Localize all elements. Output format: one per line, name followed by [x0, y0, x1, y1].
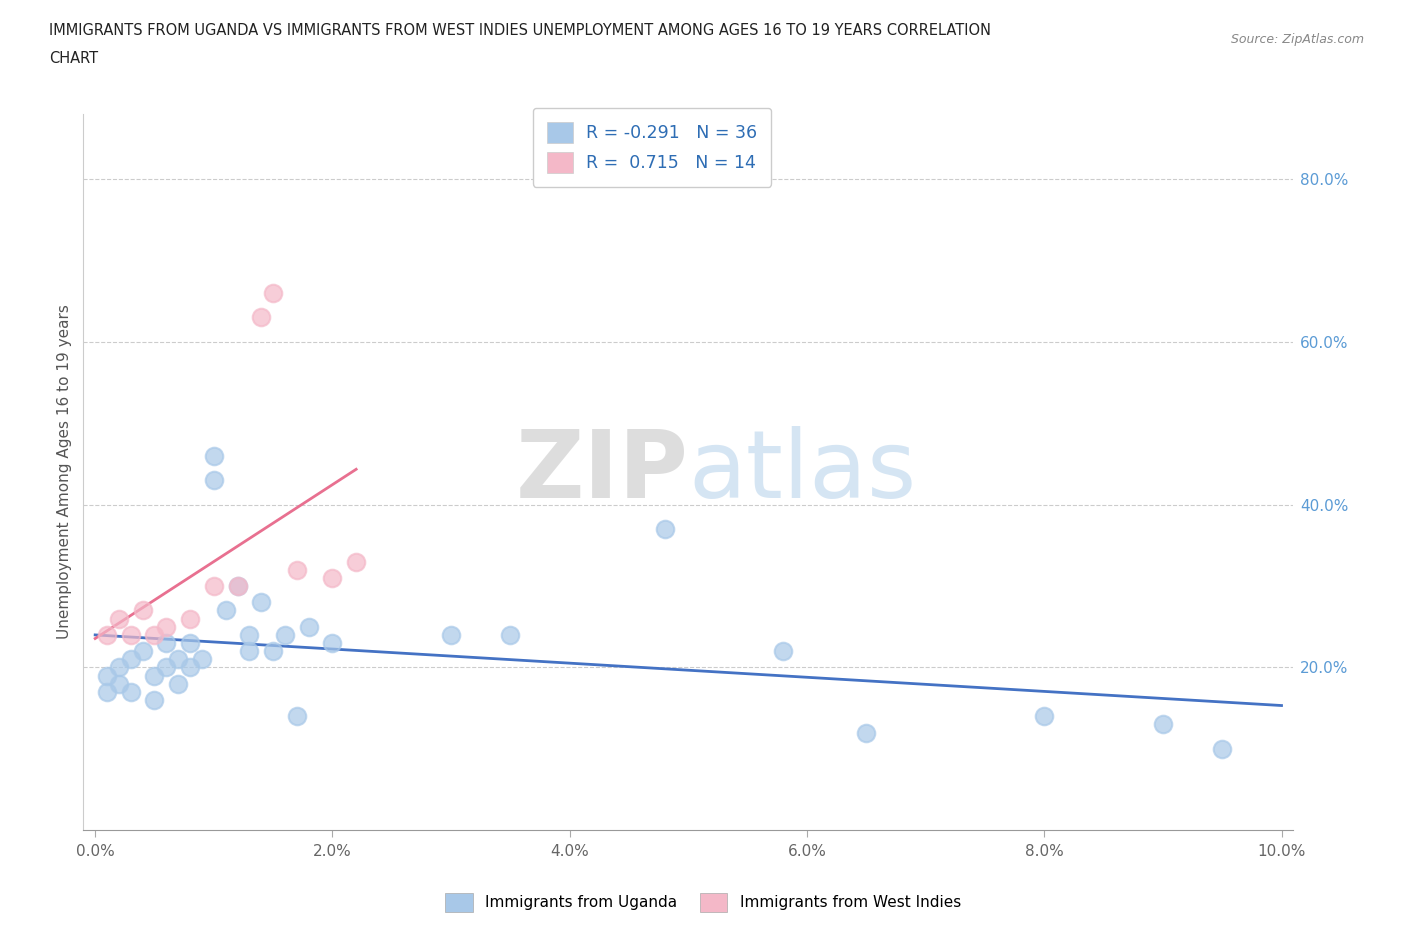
Point [262, 644, 284, 658]
Point [155, 635, 177, 650]
Point [499, 628, 522, 643]
Point [155, 660, 177, 675]
Point [238, 628, 260, 643]
Point [179, 635, 201, 650]
Point [155, 619, 177, 634]
Point [262, 286, 284, 300]
Point [321, 635, 343, 650]
Point [250, 595, 273, 610]
Point [855, 725, 877, 740]
Point [202, 448, 225, 463]
Point [191, 652, 214, 667]
Point [120, 628, 142, 643]
Point [298, 619, 321, 634]
Point [120, 652, 142, 667]
Point [167, 652, 190, 667]
Point [96, 628, 118, 643]
Point [143, 628, 166, 643]
Point [179, 660, 201, 675]
Y-axis label: Unemployment Among Ages 16 to 19 years: Unemployment Among Ages 16 to 19 years [58, 304, 72, 640]
Point [108, 611, 131, 626]
Point [238, 644, 260, 658]
Text: CHART: CHART [49, 51, 98, 66]
Point [96, 668, 118, 683]
Point [202, 472, 225, 487]
Point [440, 628, 463, 643]
Point [108, 676, 131, 691]
Point [274, 628, 297, 643]
Point [285, 709, 308, 724]
Point [321, 570, 343, 585]
Point [250, 310, 273, 325]
Text: Source: ZipAtlas.com: Source: ZipAtlas.com [1230, 33, 1364, 46]
Point [108, 660, 131, 675]
Point [1033, 709, 1056, 724]
Point [96, 684, 118, 699]
Point [131, 603, 153, 618]
Point [654, 522, 676, 537]
Text: ZIP: ZIP [516, 426, 689, 518]
Point [179, 611, 201, 626]
Point [285, 563, 308, 578]
Point [1152, 717, 1174, 732]
Legend: Immigrants from Uganda, Immigrants from West Indies: Immigrants from Uganda, Immigrants from … [439, 887, 967, 918]
Point [143, 693, 166, 708]
Point [214, 603, 236, 618]
Point [344, 554, 367, 569]
Point [226, 578, 249, 593]
Point [167, 676, 190, 691]
Point [120, 684, 142, 699]
Point [226, 578, 249, 593]
Point [1211, 741, 1233, 756]
Point [202, 578, 225, 593]
Point [143, 668, 166, 683]
Text: atlas: atlas [689, 426, 917, 518]
Point [772, 644, 794, 658]
Text: IMMIGRANTS FROM UGANDA VS IMMIGRANTS FROM WEST INDIES UNEMPLOYMENT AMONG AGES 16: IMMIGRANTS FROM UGANDA VS IMMIGRANTS FRO… [49, 23, 991, 38]
Legend: R = -0.291   N = 36, R =  0.715   N = 14: R = -0.291 N = 36, R = 0.715 N = 14 [533, 108, 772, 187]
Point [131, 644, 153, 658]
